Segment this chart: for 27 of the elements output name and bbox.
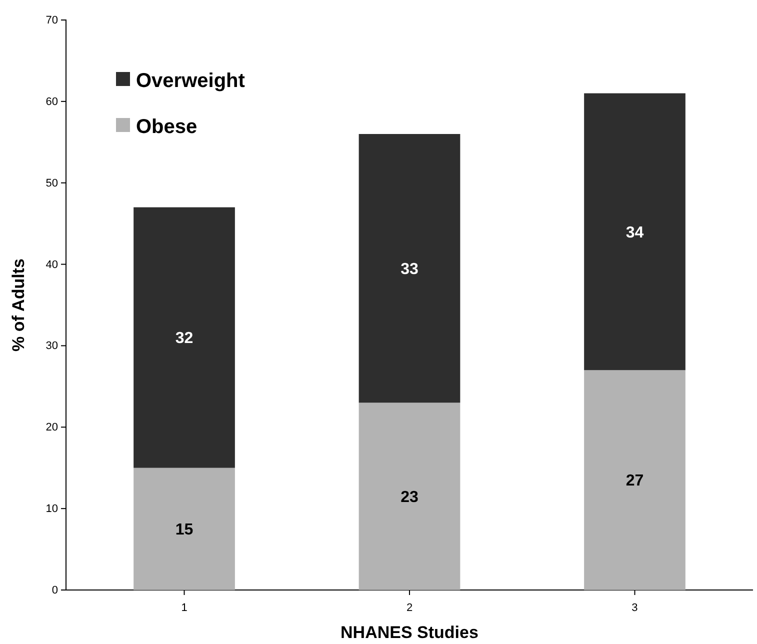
x-tick-label: 2: [406, 602, 413, 614]
bar: [358, 402, 460, 590]
y-tick-label: 60: [46, 96, 58, 108]
y-tick-label: 20: [46, 422, 58, 434]
y-tick-label: 30: [46, 340, 58, 352]
data-label: 27: [626, 472, 644, 490]
x-tick-label: 1: [181, 602, 188, 614]
bar: [134, 468, 235, 590]
data-label: 23: [400, 488, 418, 506]
bar: [584, 370, 686, 590]
y-tick-label: 50: [46, 177, 58, 190]
x-axis-title: NHANES Studies: [340, 623, 478, 642]
data-label: 33: [400, 260, 418, 278]
legend-label: Overweight: [136, 70, 246, 92]
data-label: 32: [175, 330, 194, 348]
x-tick-label: 3: [632, 602, 638, 614]
legend-label: Obese: [136, 116, 198, 138]
bar: [134, 207, 235, 468]
bar: [584, 93, 686, 370]
data-label: 15: [175, 522, 194, 539]
y-tick-label: 10: [46, 503, 58, 516]
y-tick-label: 0: [52, 584, 58, 597]
bar: [358, 134, 460, 403]
y-axis-title: % of Adults: [9, 258, 28, 352]
y-tick-label: 70: [46, 14, 58, 27]
data-label: 34: [626, 224, 644, 242]
y-tick-label: 40: [46, 258, 58, 271]
